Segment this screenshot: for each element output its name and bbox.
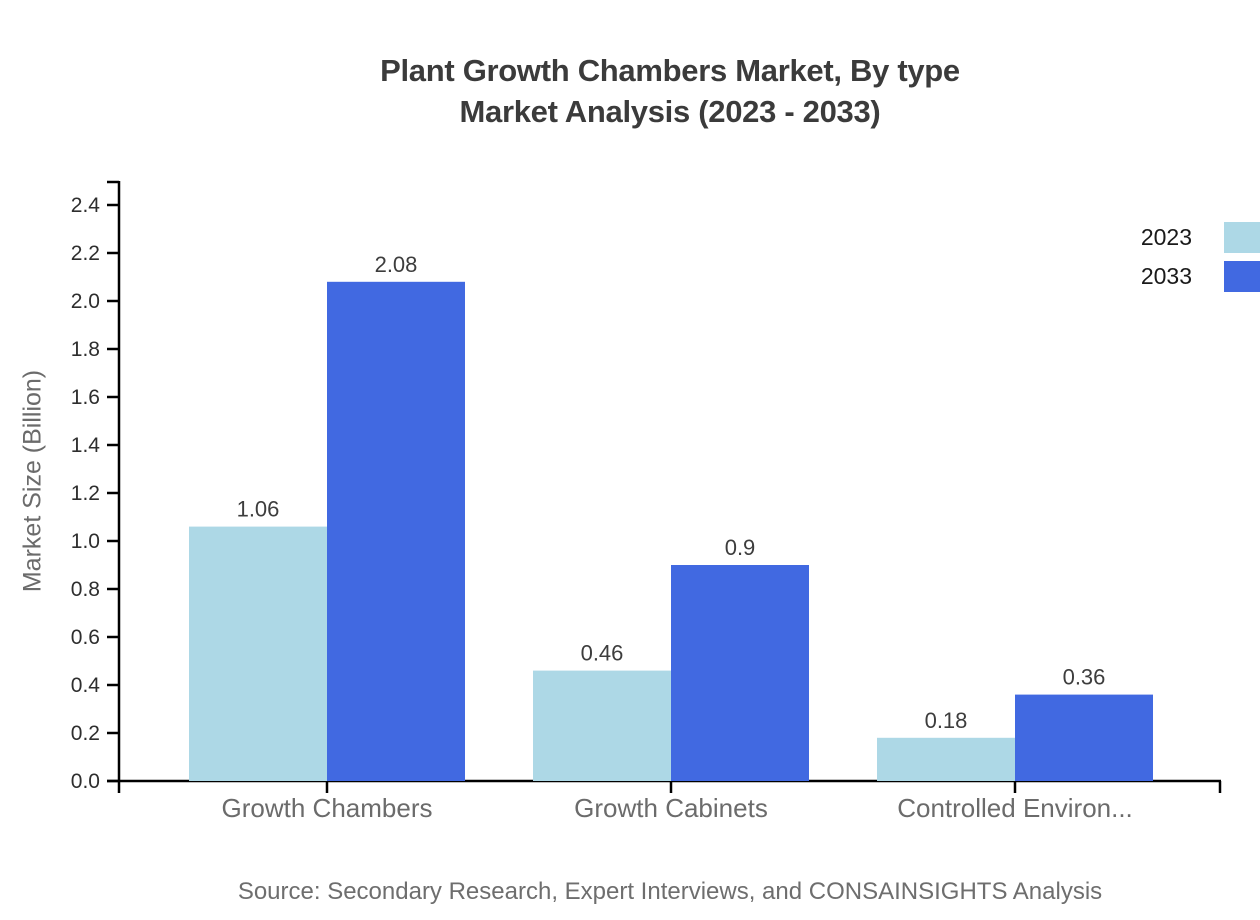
bar-value-label: 0.9	[725, 535, 756, 560]
bar-2023-growth-cabinets	[533, 670, 671, 781]
source-note: Source: Secondary Research, Expert Inter…	[237, 878, 1103, 905]
bar-2023-growth-chambers	[189, 526, 327, 781]
bar-2033-growth-cabinets	[671, 565, 809, 781]
y-tick-label: 1.6	[71, 386, 100, 409]
bar-value-label: 2.08	[375, 252, 418, 277]
category-label: Growth Chambers	[222, 793, 433, 823]
legend-label-2033: 2033	[1140, 263, 1192, 289]
legend-label-2023: 2023	[1140, 224, 1192, 250]
y-tick-label: 1.4	[71, 434, 101, 457]
legend-item-2023: 2023	[1141, 222, 1260, 253]
bar-value-label: 1.06	[237, 497, 280, 522]
y-tick-label: 2.0	[71, 290, 100, 313]
category-label: Growth Cabinets	[574, 793, 768, 823]
chart-title-line1: Plant Growth Chambers Market, By type	[380, 53, 960, 88]
y-tick-label: 0.0	[71, 770, 100, 793]
bar-2023-controlled-environ-	[877, 737, 1015, 781]
y-tick-label: 2.4	[71, 194, 101, 217]
bar-value-label: 0.36	[1063, 665, 1106, 690]
chart-title-line2: Market Analysis (2023 - 2033)	[459, 94, 881, 129]
bar-value-label: 0.18	[925, 708, 968, 733]
legend-item-2033: 2033	[1141, 261, 1260, 292]
y-tick-label: 1.2	[71, 482, 100, 505]
category-label: Controlled Environ...	[897, 793, 1133, 823]
chart-title: Plant Growth Chambers Market, By type Ma…	[80, 50, 1260, 132]
bar-value-label: 0.46	[581, 641, 624, 666]
legend: 2023 2033	[1141, 222, 1260, 292]
y-tick-label: 0.4	[71, 674, 101, 697]
bar-2033-controlled-environ-	[1015, 694, 1153, 781]
y-tick-label: 0.2	[71, 722, 100, 745]
bar-2033-growth-chambers	[327, 281, 465, 781]
y-tick-label: 2.2	[71, 242, 100, 265]
y-tick-label: 1.0	[71, 530, 100, 553]
legend-swatch-2033	[1224, 261, 1260, 292]
legend-swatch-2023	[1224, 222, 1260, 253]
y-tick-label: 0.8	[71, 578, 100, 601]
y-tick-label: 1.8	[71, 338, 100, 361]
y-tick-label: 0.6	[71, 626, 100, 649]
